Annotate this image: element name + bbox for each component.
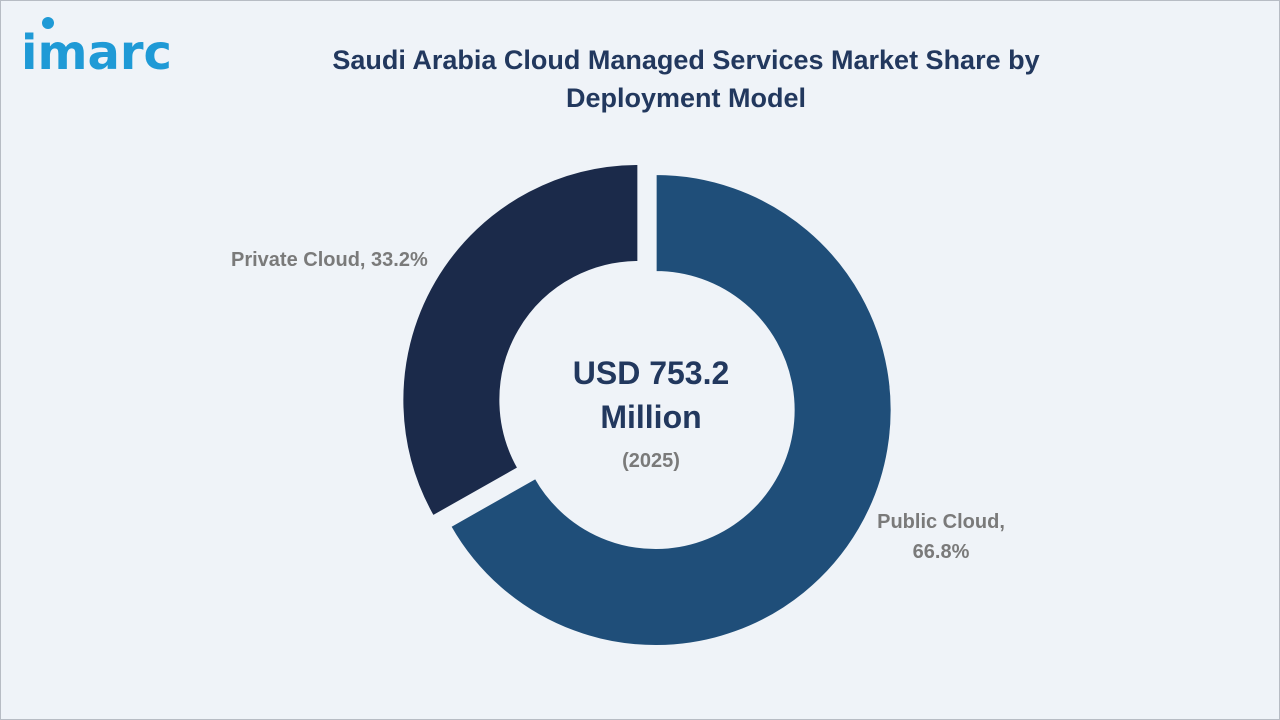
donut-slice-public-cloud <box>448 173 893 647</box>
logo-text: imarc <box>21 25 172 81</box>
center-total-value: USD 753.2 Million <box>572 355 730 435</box>
slice-label-private-cloud: Private Cloud, 33.2% <box>231 249 428 271</box>
center-year: (2025) <box>622 450 680 472</box>
chart-title: Saudi Arabia Cloud Managed Services Mark… <box>332 45 1040 113</box>
imarc-logo: imarc <box>21 17 211 87</box>
donut-slice-private-cloud <box>401 162 640 518</box>
slice-label-public-cloud: Public Cloud, 66.8% <box>877 511 1005 563</box>
donut-slices <box>401 162 893 647</box>
logo-dot-icon <box>42 17 54 29</box>
